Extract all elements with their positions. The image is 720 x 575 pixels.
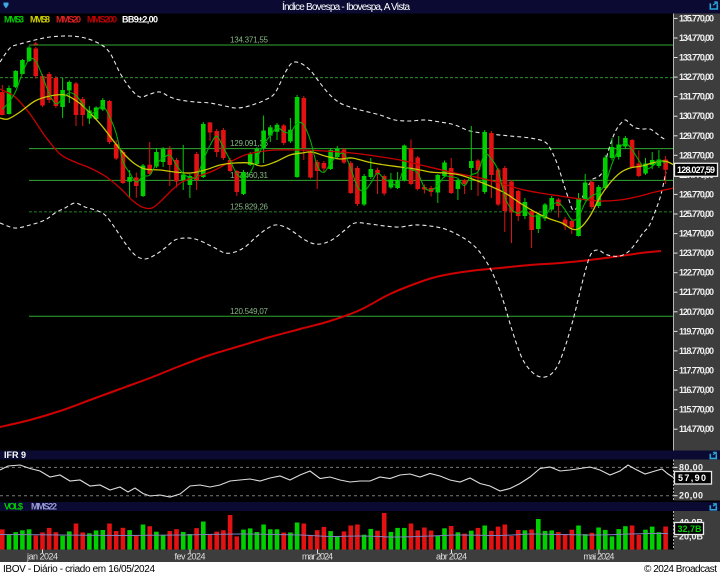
svg-text:BB9±2,00: BB9±2,00 xyxy=(122,15,158,25)
svg-text:128.027,59: 128.027,59 xyxy=(677,165,715,175)
svg-text:© 2024 Broadcast: © 2024 Broadcast xyxy=(644,564,717,575)
svg-text:20,00: 20,00 xyxy=(679,491,703,501)
svg-text:MMS22: MMS22 xyxy=(31,502,57,512)
svg-text:122.770,00: 122.770,00 xyxy=(679,268,714,278)
svg-text:MMS20: MMS20 xyxy=(56,15,81,25)
svg-text:129.770,00: 129.770,00 xyxy=(679,131,714,141)
svg-text:115.770,00: 115.770,00 xyxy=(679,405,714,415)
svg-text:123.770,00: 123.770,00 xyxy=(679,248,714,258)
svg-text:127.460,31: 127.460,31 xyxy=(230,171,269,180)
svg-text:MMS200: MMS200 xyxy=(87,15,117,25)
svg-text:20,0B: 20,0B xyxy=(679,532,704,542)
svg-text:114.770,00: 114.770,00 xyxy=(679,424,714,434)
svg-text:117.770,00: 117.770,00 xyxy=(679,366,714,376)
svg-text:jan 2024: jan 2024 xyxy=(26,552,58,562)
svg-text:129.091,36: 129.091,36 xyxy=(230,139,269,148)
svg-text:MMS3: MMS3 xyxy=(4,15,24,25)
svg-text:IBOV - Diário - criado em 16/0: IBOV - Diário - criado em 16/05/2024 xyxy=(3,564,155,575)
svg-text:fev 2024: fev 2024 xyxy=(175,552,206,562)
svg-text:134.371,55: 134.371,55 xyxy=(230,36,269,45)
svg-text:IFR 9: IFR 9 xyxy=(4,450,26,460)
svg-text:MMS8: MMS8 xyxy=(30,15,50,25)
svg-text:125.829,26: 125.829,26 xyxy=(230,202,269,211)
svg-text:132.770,00: 132.770,00 xyxy=(679,72,714,82)
svg-text:120.770,00: 120.770,00 xyxy=(679,307,714,317)
svg-text:116.770,00: 116.770,00 xyxy=(679,385,714,395)
svg-text:135.770,00: 135.770,00 xyxy=(679,13,714,23)
svg-text:119.770,00: 119.770,00 xyxy=(679,326,714,336)
svg-text:128.770,00: 128.770,00 xyxy=(679,150,714,160)
svg-text:57,90: 57,90 xyxy=(678,473,706,483)
svg-text:80,00: 80,00 xyxy=(679,462,703,472)
svg-text:mar 2024: mar 2024 xyxy=(302,552,333,562)
svg-text:130.770,00: 130.770,00 xyxy=(679,111,714,121)
svg-text:125.770,00: 125.770,00 xyxy=(679,209,714,219)
svg-text:121.770,00: 121.770,00 xyxy=(679,287,714,297)
svg-text:118.770,00: 118.770,00 xyxy=(679,346,714,356)
svg-text:mai 2024: mai 2024 xyxy=(583,552,614,562)
svg-text:Índice Bovespa - Ibovespa, A V: Índice Bovespa - Ibovespa, A Vista xyxy=(282,0,410,13)
svg-text:abr 2024: abr 2024 xyxy=(436,552,467,562)
svg-text:131.770,00: 131.770,00 xyxy=(679,92,714,102)
svg-text:126.770,00: 126.770,00 xyxy=(679,189,714,199)
svg-text:133.770,00: 133.770,00 xyxy=(679,53,714,63)
svg-text:VOL$: VOL$ xyxy=(4,502,23,512)
svg-text:120.549,07: 120.549,07 xyxy=(230,307,269,316)
svg-text:134.770,00: 134.770,00 xyxy=(679,33,714,43)
svg-text:32,7B: 32,7B xyxy=(678,524,703,534)
svg-text:124.770,00: 124.770,00 xyxy=(679,229,714,239)
